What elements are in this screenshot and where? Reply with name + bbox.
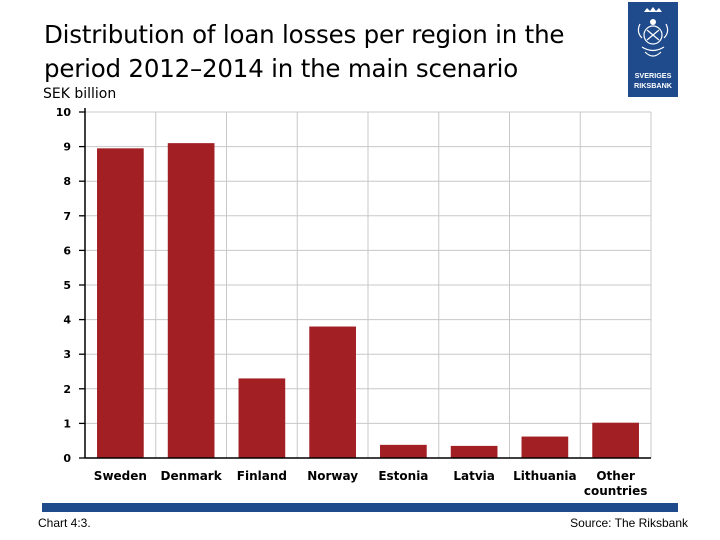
bar-estonia xyxy=(380,444,427,458)
logo-text-line2: RIKSBANK xyxy=(634,81,673,90)
chart-title: Distribution of loan losses per region i… xyxy=(44,20,565,83)
logo-text-line1: SVERIGES xyxy=(635,71,672,80)
y-tick-label: 2 xyxy=(63,383,71,396)
y-tick-label: 5 xyxy=(63,279,71,292)
bar-other-countries xyxy=(592,422,639,458)
y-axis-unit: SEK billion xyxy=(43,86,117,102)
x-tick-label: Lithuania xyxy=(513,469,576,483)
chart-number: Chart 4:3. xyxy=(38,516,91,530)
tick-labels: 0 1 2 3 4 5 6 7 8 9 10 Sweden Denmark Finland Norway Es… xyxy=(56,106,648,498)
riksbank-logo: SVERIGES RIKSBANK xyxy=(628,2,678,97)
bar-norway xyxy=(309,326,356,458)
bar-latvia xyxy=(450,445,498,458)
y-tick-label: 7 xyxy=(63,210,71,223)
riksbank-crest-icon xyxy=(637,7,669,57)
bars xyxy=(97,143,639,458)
x-tick-label: Finland xyxy=(237,469,287,483)
bar-denmark xyxy=(167,143,215,458)
y-tick-label: 4 xyxy=(63,314,71,327)
y-tick-label: 8 xyxy=(63,175,71,188)
x-tick-label: countries xyxy=(584,484,648,498)
x-tick-label: Denmark xyxy=(161,469,223,483)
source-note: Source: The Riksbank xyxy=(570,516,688,530)
y-tick-label: 6 xyxy=(63,244,71,257)
x-tick-label: Norway xyxy=(307,469,358,483)
axes xyxy=(79,108,651,459)
x-tick-label: Other xyxy=(596,469,635,483)
y-tick-label: 10 xyxy=(56,106,72,119)
y-tick-label: 9 xyxy=(63,141,71,154)
x-tick-label: Latvia xyxy=(453,469,495,483)
logo-background xyxy=(628,2,678,97)
y-tick-label: 0 xyxy=(63,452,71,465)
bar-lithuania xyxy=(521,436,569,458)
y-tick-label: 1 xyxy=(63,417,71,430)
footer-bar xyxy=(42,503,678,512)
x-tick-label: Sweden xyxy=(94,469,147,483)
x-tick-label: Estonia xyxy=(378,469,428,483)
bar-finland xyxy=(238,378,286,458)
y-tick-label: 3 xyxy=(63,348,71,361)
bar-sweden xyxy=(97,148,144,458)
